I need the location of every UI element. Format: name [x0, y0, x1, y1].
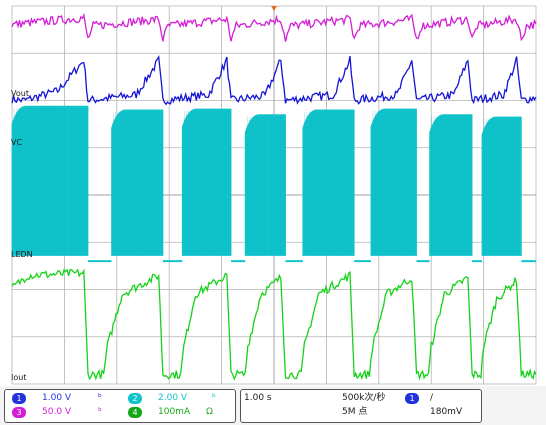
channel-1-badge[interactable]: 1 [12, 393, 26, 404]
trigger-source-badge[interactable]: 1 [405, 393, 419, 404]
series-vc-switching-burst [181, 108, 232, 256]
trigger-position-marker [271, 6, 277, 11]
sample-rate-readout: 500k次/秒 [342, 393, 386, 403]
channel-4-coupling-icon: Ω [206, 407, 213, 417]
channel-4-scale: 100mA [158, 407, 191, 417]
trigger-slope-icon: / [430, 393, 434, 403]
channel-3-badge[interactable]: 3 [12, 407, 26, 418]
channel-label-ledn: LEDN [11, 250, 33, 260]
channel-3-bandwidth-icon: ᵇ [98, 407, 102, 417]
channel-1-scale: 1.00 V [42, 393, 72, 403]
trigger-level-readout[interactable]: 180mV [430, 407, 463, 417]
channel-settings-panel [4, 389, 236, 423]
channel-label-iout: Iout [11, 373, 27, 382]
series-vc-switching-burst [11, 105, 89, 256]
channel-2-scale: 2.00 V [158, 393, 188, 403]
channel-2-bandwidth-icon: ᵇ [212, 393, 216, 403]
series-vc-switching-burst [370, 108, 417, 256]
channel-1-bandwidth-icon: ᵇ [98, 393, 102, 403]
timebase-readout[interactable]: 1.00 s [244, 393, 272, 403]
channel-2-badge[interactable]: 2 [128, 393, 142, 404]
series-vc-switching-burst [244, 114, 286, 256]
channel-label-vc: VC [11, 137, 23, 147]
channel-label-vout: Vout [11, 88, 29, 98]
channel-3-scale: 50.0 V [42, 407, 72, 417]
status-bar: 1 1.00 V ᵇ 2 2.00 V ᵇ 3 50.0 V ᵇ 4 100mA… [0, 386, 546, 425]
series-vout-trace [11, 55, 537, 106]
horizontal-panel [240, 389, 482, 423]
record-length-readout: 5M 点 [342, 407, 368, 417]
series-ledn-trace [11, 13, 537, 42]
waveform-plot [11, 5, 537, 385]
series-iout-trace [11, 268, 537, 381]
channel-4-badge[interactable]: 4 [128, 407, 142, 418]
